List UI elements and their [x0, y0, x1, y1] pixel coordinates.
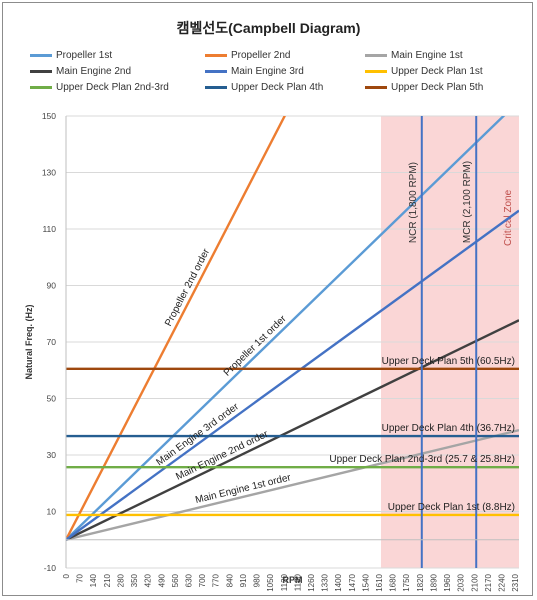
legend-label: Main Engine 1st [391, 50, 463, 61]
legend-label: Propeller 2nd [231, 50, 291, 61]
legend-item: Main Engine 3rd [205, 66, 304, 77]
legend-swatch [30, 86, 52, 89]
legend-item: Upper Deck Plan 2nd-3rd [30, 82, 169, 93]
legend-item: Upper Deck Plan 1st [365, 66, 483, 77]
legend-swatch [30, 54, 52, 57]
legend-label: Upper Deck Plan 1st [391, 66, 483, 77]
chart-title: 캠벨선도(Campbell Diagram) [176, 20, 361, 36]
legend-swatch [365, 86, 387, 89]
legend-item: Upper Deck Plan 4th [205, 82, 323, 93]
legend-label: Upper Deck Plan 5th [391, 82, 484, 93]
legend-label: Main Engine 2nd [56, 66, 132, 77]
legend-label: Propeller 1st [56, 50, 113, 61]
legend-swatch [205, 54, 227, 57]
legend-swatch [365, 54, 387, 57]
legend-item: Propeller 1st [30, 50, 112, 61]
legend-label: Upper Deck Plan 4th [231, 82, 324, 93]
legend-swatch [30, 70, 52, 73]
legend-item: Propeller 2nd [205, 50, 290, 61]
legend-label: Upper Deck Plan 2nd-3rd [56, 82, 169, 93]
legend-item: Main Engine 2nd [30, 66, 131, 77]
legend-swatch [205, 86, 227, 89]
legend-swatch [205, 70, 227, 73]
legend-swatch [365, 70, 387, 73]
legend-label: Main Engine 3rd [231, 66, 304, 77]
legend-item: Main Engine 1st [365, 50, 463, 61]
legend-item: Upper Deck Plan 5th [365, 82, 483, 93]
